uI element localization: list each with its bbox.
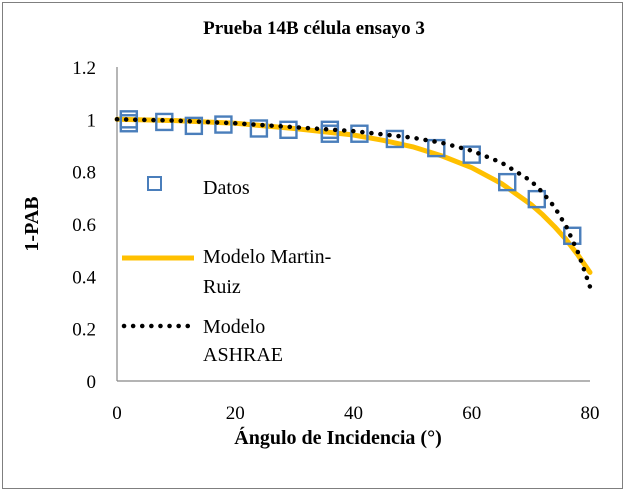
y-tick-label: 0.8: [72, 163, 96, 184]
chart-title: Prueba 14B célula ensayo 3: [203, 18, 425, 39]
data-point: [279, 120, 298, 140]
axes: [116, 67, 590, 382]
data-point: [214, 115, 233, 134]
legend-label-datos: Datos: [203, 177, 250, 199]
x-tick-label: 0: [112, 403, 122, 424]
x-tick-label: 60: [462, 403, 481, 424]
data-point: [498, 172, 517, 192]
x-tick-label: 80: [581, 403, 600, 424]
y-tick-label: 0.4: [72, 267, 96, 288]
y-tick-label: 0.2: [72, 320, 96, 341]
y-tick-label: 1: [87, 110, 97, 131]
y-tick-labels: 0 0.2 0.4 0.6 0.8 1 1.2: [72, 58, 96, 393]
y-tick-label: 1.2: [72, 58, 96, 79]
series-line-modelo-ashrae: [114, 117, 593, 290]
series-line-modelo-martin-ruiz: [114, 116, 593, 275]
legend-label-ashrae-1: Modelo: [203, 316, 265, 338]
data-point: [385, 129, 405, 149]
y-axis-title: 1-PAB: [21, 196, 43, 251]
data-point: [249, 119, 269, 138]
data-point: [527, 189, 546, 209]
plot-area: [114, 110, 593, 290]
legend-label-ashrae-2: ASHRAE: [203, 344, 283, 366]
chart-frame: [2, 2, 623, 489]
legend-marker-datos: [147, 176, 162, 191]
legend-label-martin-ruiz-1: Modelo Martin-: [203, 246, 331, 268]
legend-label-martin-ruiz-2: Ruiz: [203, 276, 241, 298]
data-point: [350, 124, 369, 143]
legend: Datos Modelo Martin- Ruiz Modelo ASHRAE: [121, 176, 331, 366]
data-point: [184, 116, 204, 136]
x-tick-labels: 0 20 40 60 80: [112, 403, 599, 424]
data-point: [320, 120, 340, 140]
x-tick-label: 20: [226, 403, 245, 424]
x-axis-title: Ángulo de Incidencia (°): [234, 426, 441, 449]
x-tick-label: 40: [344, 403, 363, 424]
y-tick-label: 0: [87, 372, 97, 393]
y-tick-label: 0.6: [72, 215, 96, 236]
